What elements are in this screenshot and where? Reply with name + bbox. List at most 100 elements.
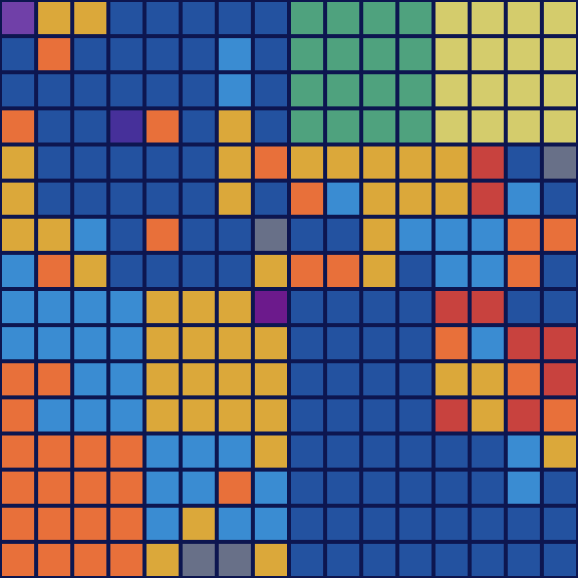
cell[interactable] <box>399 471 432 504</box>
cell[interactable] <box>254 435 287 468</box>
cell[interactable] <box>363 327 396 360</box>
cell[interactable] <box>363 2 396 35</box>
cell[interactable] <box>507 543 540 576</box>
cell[interactable] <box>146 507 179 540</box>
cell[interactable] <box>435 2 468 35</box>
cell[interactable] <box>543 74 576 107</box>
cell[interactable] <box>543 182 576 215</box>
cell[interactable] <box>435 327 468 360</box>
cell[interactable] <box>327 471 360 504</box>
cell[interactable] <box>110 74 143 107</box>
cell[interactable] <box>74 399 107 432</box>
cell[interactable] <box>399 507 432 540</box>
cell[interactable] <box>74 146 107 179</box>
cell[interactable] <box>146 399 179 432</box>
cell[interactable] <box>254 38 287 71</box>
cell[interactable] <box>2 471 35 504</box>
cell[interactable] <box>507 38 540 71</box>
cell[interactable] <box>327 2 360 35</box>
cell[interactable] <box>399 327 432 360</box>
cell[interactable] <box>399 435 432 468</box>
cell[interactable] <box>327 38 360 71</box>
cell[interactable] <box>327 327 360 360</box>
cell[interactable] <box>182 2 215 35</box>
cell[interactable] <box>218 399 251 432</box>
cell[interactable] <box>507 399 540 432</box>
cell[interactable] <box>507 182 540 215</box>
cell[interactable] <box>435 182 468 215</box>
cell[interactable] <box>291 435 324 468</box>
cell[interactable] <box>146 291 179 324</box>
cell[interactable] <box>327 435 360 468</box>
cell[interactable] <box>471 74 504 107</box>
cell[interactable] <box>146 146 179 179</box>
cell[interactable] <box>218 543 251 576</box>
cell[interactable] <box>363 146 396 179</box>
cell[interactable] <box>543 363 576 396</box>
cell[interactable] <box>399 146 432 179</box>
cell[interactable] <box>182 471 215 504</box>
cell[interactable] <box>471 38 504 71</box>
cell[interactable] <box>399 543 432 576</box>
cell[interactable] <box>543 110 576 143</box>
cell[interactable] <box>327 291 360 324</box>
cell[interactable] <box>254 363 287 396</box>
cell[interactable] <box>218 363 251 396</box>
cell[interactable] <box>74 471 107 504</box>
cell[interactable] <box>146 182 179 215</box>
cell[interactable] <box>110 399 143 432</box>
cell[interactable] <box>327 146 360 179</box>
cell[interactable] <box>291 182 324 215</box>
cell[interactable] <box>471 327 504 360</box>
cell[interactable] <box>74 254 107 287</box>
cell[interactable] <box>38 110 71 143</box>
cell[interactable] <box>110 2 143 35</box>
cell[interactable] <box>507 363 540 396</box>
cell[interactable] <box>507 435 540 468</box>
cell[interactable] <box>399 2 432 35</box>
cell[interactable] <box>435 435 468 468</box>
cell[interactable] <box>2 110 35 143</box>
cell[interactable] <box>146 74 179 107</box>
cell[interactable] <box>2 218 35 251</box>
cell[interactable] <box>182 218 215 251</box>
cell[interactable] <box>110 543 143 576</box>
cell[interactable] <box>327 507 360 540</box>
cell[interactable] <box>435 363 468 396</box>
cell[interactable] <box>110 254 143 287</box>
cell[interactable] <box>38 254 71 287</box>
cell[interactable] <box>471 399 504 432</box>
cell[interactable] <box>182 291 215 324</box>
cell[interactable] <box>399 291 432 324</box>
cell[interactable] <box>74 110 107 143</box>
cell[interactable] <box>254 254 287 287</box>
cell[interactable] <box>435 74 468 107</box>
cell[interactable] <box>110 291 143 324</box>
cell[interactable] <box>471 2 504 35</box>
cell[interactable] <box>2 291 35 324</box>
cell[interactable] <box>327 254 360 287</box>
cell[interactable] <box>146 327 179 360</box>
cell[interactable] <box>218 254 251 287</box>
cell[interactable] <box>218 146 251 179</box>
cell[interactable] <box>327 182 360 215</box>
cell[interactable] <box>38 435 71 468</box>
cell[interactable] <box>38 363 71 396</box>
cell[interactable] <box>38 74 71 107</box>
cell[interactable] <box>363 399 396 432</box>
cell[interactable] <box>74 218 107 251</box>
cell[interactable] <box>543 435 576 468</box>
cell[interactable] <box>74 363 107 396</box>
cell[interactable] <box>38 2 71 35</box>
cell[interactable] <box>399 399 432 432</box>
cell[interactable] <box>74 74 107 107</box>
cell[interactable] <box>327 399 360 432</box>
cell[interactable] <box>74 327 107 360</box>
cell[interactable] <box>110 327 143 360</box>
cell[interactable] <box>74 435 107 468</box>
cell[interactable] <box>2 435 35 468</box>
cell[interactable] <box>543 218 576 251</box>
cell[interactable] <box>291 146 324 179</box>
cell[interactable] <box>110 110 143 143</box>
cell[interactable] <box>2 543 35 576</box>
